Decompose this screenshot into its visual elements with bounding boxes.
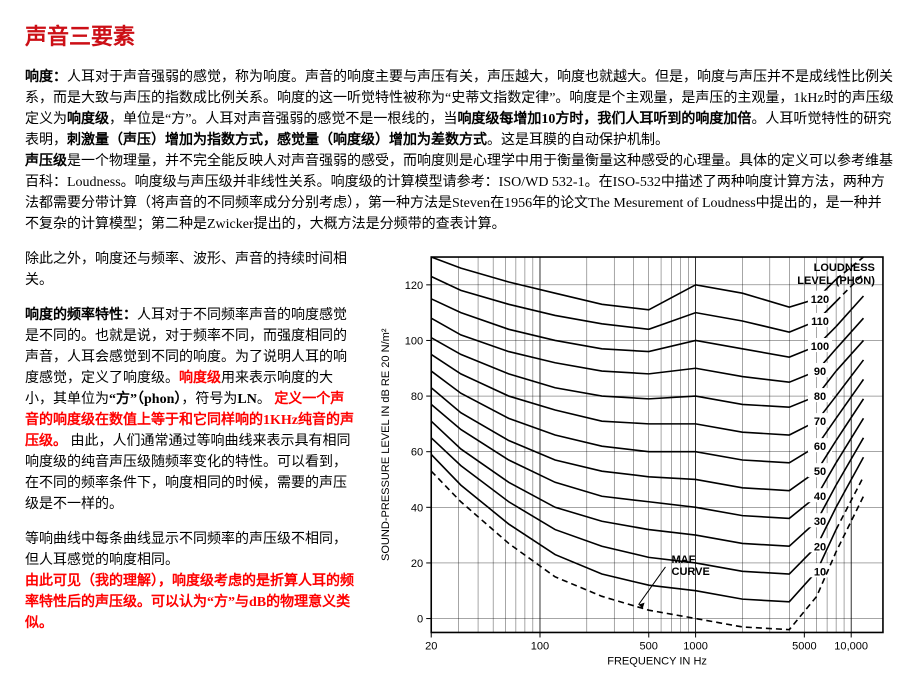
svg-text:500: 500 (640, 641, 658, 653)
lp2h: 。 (257, 392, 271, 407)
yd-lead: 响度： (25, 70, 67, 85)
svg-text:20: 20 (411, 558, 423, 570)
lp6: 由此可见（我的理解），响度级考虑的是折算人耳的频率特性后的声压级。可以认为“方”… (25, 574, 354, 631)
svg-text:FREQUENCY IN Hz: FREQUENCY IN Hz (607, 656, 707, 668)
equal-loudness-chart: 120 110 100 90 80 70 60 50 40 30 20 10 MAFCURVE LOUDN… (373, 249, 895, 671)
t1f: 刺激量（声压）增加为指数方式，感觉量（响度级）增加为差数方式 (67, 133, 487, 148)
svg-text:10: 10 (814, 566, 826, 578)
svg-text:30: 30 (814, 516, 826, 528)
svg-text:40: 40 (411, 502, 423, 514)
svg-text:80: 80 (814, 391, 826, 403)
svg-text:CURVE: CURVE (671, 566, 709, 578)
svg-text:LOUDNESS: LOUDNESS (814, 262, 875, 274)
t1c: ，单位是“方”。人耳对声音强弱的感觉不是一根线的，当 (109, 112, 457, 127)
svg-text:10,000: 10,000 (834, 641, 868, 653)
t1g: 。这是耳膜的自动保护机制。 (487, 133, 669, 148)
t1d: 响度级每增加10方时，我们人耳听到的响度加倍 (457, 112, 751, 127)
svg-text:20: 20 (425, 641, 437, 653)
svg-text:110: 110 (811, 316, 829, 328)
svg-text:MAF: MAF (671, 554, 695, 566)
svg-text:5000: 5000 (792, 641, 817, 653)
svg-text:90: 90 (814, 366, 826, 378)
lp4: 由此，人们通常通过等响曲线来表示具有相同响度级的纯音声压级随频率变化的特性。可以… (25, 434, 351, 512)
svg-text:1000: 1000 (683, 641, 708, 653)
svg-text:120: 120 (811, 294, 829, 306)
intro-paragraph: 响度：人耳对于声音强弱的感觉，称为响度。声音的响度主要与声压有关，声压越大，响度… (25, 67, 895, 235)
svg-text:50: 50 (814, 466, 826, 478)
svg-text:0: 0 (417, 614, 423, 626)
lp2g: LN (237, 392, 256, 407)
lp2c: 响度级 (179, 371, 221, 386)
chart-svg: 120 110 100 90 80 70 60 50 40 30 20 10 MAFCURVE LOUDN… (373, 249, 895, 671)
t1i: 是一个物理量，并不完全能反映人对声音强弱的感受，而响度则是心理学中用于衡量衡量这… (25, 154, 893, 232)
svg-text:20: 20 (814, 541, 826, 553)
svg-text:100: 100 (405, 335, 423, 347)
lp5a: 等响曲线中每条曲线显示不同频率的声压级不相同，但人耳感觉的响度相同。 (25, 532, 347, 568)
svg-text:100: 100 (811, 341, 829, 353)
lp2a: 响度的频率特性： (25, 308, 137, 323)
t1h: 声压级 (25, 154, 67, 169)
svg-text:120: 120 (405, 280, 423, 292)
svg-text:100: 100 (531, 641, 549, 653)
svg-text:SOUND-PRESSURE LEVEL IN dB RE: SOUND-PRESSURE LEVEL IN dB RE 20 N/m² (380, 328, 392, 561)
left-text-column: 除此之外，响度还与频率、波形、声音的持续时间相关。 响度的频率特性：人耳对于不同… (25, 249, 355, 648)
svg-text:70: 70 (814, 416, 826, 428)
svg-text:40: 40 (814, 491, 826, 503)
svg-text:60: 60 (411, 447, 423, 459)
lp2: 响度的频率特性：人耳对于不同频率声音的响度感觉是不同的。也就是说，对于频率不同，… (25, 305, 355, 515)
lp2e: “方”（phon） (109, 392, 181, 407)
page-title: 声音三要素 (25, 20, 895, 53)
lp1: 除此之外，响度还与频率、波形、声音的持续时间相关。 (25, 249, 355, 291)
svg-text:LEVEL (PHON): LEVEL (PHON) (797, 275, 875, 287)
lp2f: ，符号为 (181, 392, 237, 407)
lp5: 等响曲线中每条曲线显示不同频率的声压级不相同，但人耳感觉的响度相同。 由此可见（… (25, 529, 355, 634)
t1b: 响度级 (67, 112, 109, 127)
svg-text:60: 60 (814, 441, 826, 453)
svg-text:80: 80 (411, 391, 423, 403)
